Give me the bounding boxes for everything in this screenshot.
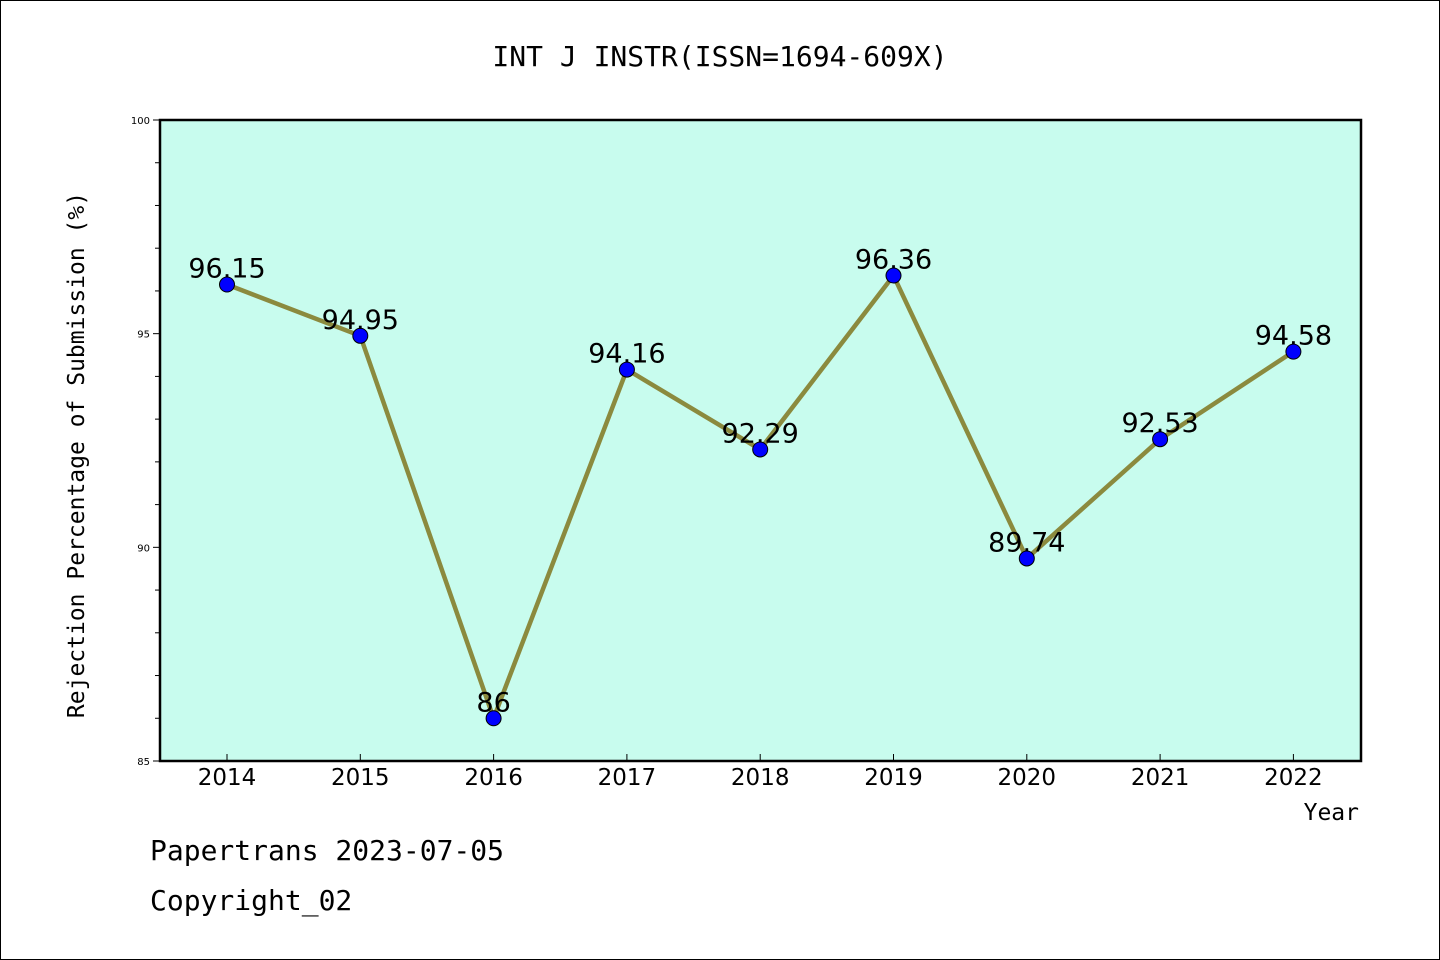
y-axis: 85 90 95 100 <box>131 116 160 768</box>
data-point <box>1285 343 1302 360</box>
data-point <box>1018 550 1035 567</box>
x-tick-label: 2018 <box>731 765 790 791</box>
x-tick-label: 2017 <box>598 765 657 791</box>
x-tick-label: 2016 <box>464 765 523 791</box>
data-point <box>352 327 369 344</box>
data-label: 89.74 <box>988 527 1065 558</box>
data-label: 92.53 <box>1121 408 1198 439</box>
footer-date: Papertrans 2023-07-05 <box>150 834 505 867</box>
x-tick-label: 2015 <box>331 765 390 791</box>
plot-border <box>158 118 1363 763</box>
data-point <box>885 267 902 284</box>
y-tick-label: 100 <box>131 116 150 127</box>
x-axis: 2014 2015 2016 2017 2018 2019 2020 2021 2022 <box>198 754 1323 791</box>
data-point <box>1152 431 1169 448</box>
x-tick-label: 2021 <box>1131 765 1190 791</box>
x-tick-label: 2014 <box>198 765 257 791</box>
data-label: 94.95 <box>322 305 399 336</box>
data-point <box>219 276 235 293</box>
y-axis-label: Rejection Percentage of Submission (%) <box>64 192 90 718</box>
data-label: 92.29 <box>722 418 799 449</box>
y-tick-label: 90 <box>137 543 150 554</box>
data-points <box>219 267 1302 727</box>
chart-title: INT J INSTR(ISSN=1694-609X) <box>492 40 947 73</box>
data-point <box>618 361 635 378</box>
y-tick-label: 85 <box>137 757 150 768</box>
x-tick-label: 2019 <box>864 765 923 791</box>
x-tick-label: 2020 <box>998 765 1057 791</box>
data-point <box>752 441 769 458</box>
y-tick-label: 95 <box>137 330 150 341</box>
x-tick-label: 2022 <box>1264 765 1323 791</box>
data-labels: 96.15 94.95 86 94.16 92.29 96.36 89.74 92.53 94.… <box>188 245 1332 719</box>
data-label: 94.16 <box>588 339 665 370</box>
x-axis-label: Year <box>1304 800 1359 826</box>
data-label: 96.15 <box>188 254 265 285</box>
footer-copyright: Copyright_02 <box>150 884 353 917</box>
data-label: 96.36 <box>855 245 932 276</box>
data-label: 94.58 <box>1255 321 1332 352</box>
data-point <box>485 710 502 727</box>
data-label: 86 <box>476 687 510 718</box>
